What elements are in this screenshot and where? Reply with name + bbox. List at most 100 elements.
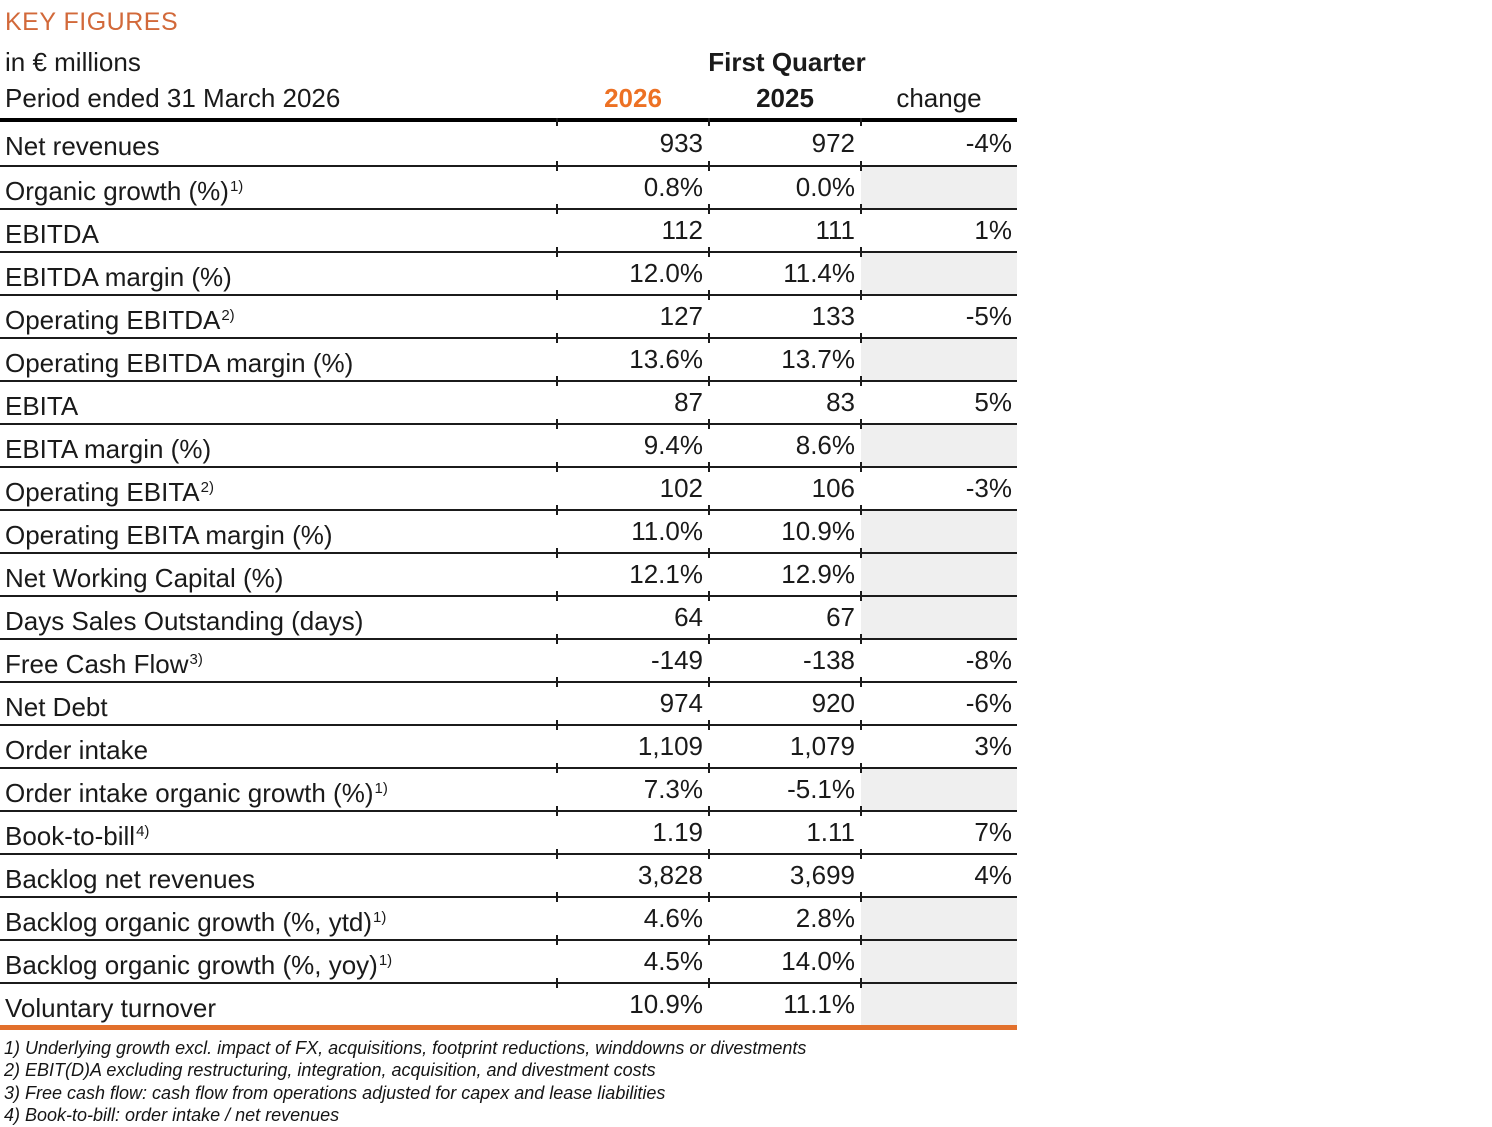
table-row-organic-growth: Organic growth (%)1) 0.8% 0.0% [0,161,1017,208]
value-2026: 11.0% [556,505,709,552]
value-2025: -138 [708,634,861,681]
value-2025: 12.9% [708,548,861,595]
value-change [860,763,1017,810]
table-row-net-debt: Net Debt 974 920 -6% [0,677,1017,724]
row-label: Free Cash Flow3) [5,649,203,679]
table-row-ebitda: EBITDA 112 111 1% [0,204,1017,251]
footnote-4: 4) Book-to-bill: order intake / net reve… [4,1105,340,1126]
column-header-change: change [896,83,982,113]
value-2026: 102 [556,462,709,509]
value-change [860,161,1017,208]
footnote-3: 3) Free cash flow: cash flow from operat… [4,1082,666,1103]
table-body: Net revenues 933 972 -4% Organic growth (%)… [0,118,1017,1030]
row-label: Backlog organic growth (%, ytd)1) [5,907,387,937]
value-2025: 1,079 [708,720,861,767]
row-label: Days Sales Outstanding (days) [5,606,364,636]
value-change: -3% [860,462,1017,509]
footnote-2: 2) EBIT(D)A excluding restructuring, int… [4,1060,656,1081]
value-2026: 4.6% [556,892,709,939]
row-label: Net Debt [5,692,108,722]
quarter-header: First Quarter [708,47,866,77]
value-change: 1% [860,204,1017,251]
value-change [860,548,1017,595]
value-change: -5% [860,290,1017,337]
value-change [860,892,1017,939]
row-label: Net revenues [5,131,160,161]
value-2026: 3,828 [556,849,709,896]
value-2026: 1.19 [556,806,709,853]
value-2025: 1.11 [708,806,861,853]
value-2026: 4.5% [556,935,709,982]
value-change [860,505,1017,552]
value-change: -8% [860,634,1017,681]
row-label: Order intake [5,735,149,765]
table-row-operating-ebita-margin: Operating EBITA margin (%) 11.0% 10.9% [0,505,1017,552]
row-label: EBITDA [5,219,99,249]
value-2026: -149 [556,634,709,681]
value-2026: 0.8% [556,161,709,208]
value-2025: 11.1% [708,978,861,1025]
value-2025: 972 [708,118,861,165]
value-change [860,978,1017,1025]
table-row-free-cash-flow: Free Cash Flow3) -149 -138 -8% [0,634,1017,681]
row-label: Operating EBITDA2) [5,305,235,335]
value-2026: 127 [556,290,709,337]
value-2025: -5.1% [708,763,861,810]
column-header-2026: 2026 [604,83,662,113]
value-2025: 920 [708,677,861,724]
value-2026: 112 [556,204,709,251]
row-label: Operating EBITA margin (%) [5,520,333,550]
value-2025: 14.0% [708,935,861,982]
value-2026: 12.1% [556,548,709,595]
table-row-operating-ebitda-margin: Operating EBITDA margin (%) 13.6% 13.7% [0,333,1017,380]
row-label: EBITA margin (%) [5,434,212,464]
table-row-order-intake: Order intake 1,109 1,079 3% [0,720,1017,767]
value-2025: 133 [708,290,861,337]
row-label: Backlog net revenues [5,864,256,894]
value-2026: 12.0% [556,247,709,294]
footnotes: 1) Underlying growth excl. impact of FX,… [0,1037,1017,1127]
footnote-1: 1) Underlying growth excl. impact of FX,… [4,1038,807,1058]
table-row-net-revenues: Net revenues 933 972 -4% [0,118,1017,165]
value-change [860,935,1017,982]
row-label: Book-to-bill4) [5,821,150,851]
row-label: EBITDA margin (%) [5,262,232,292]
value-2026: 974 [556,677,709,724]
value-2026: 13.6% [556,333,709,380]
value-change [860,333,1017,380]
value-change: 3% [860,720,1017,767]
value-2025: 13.7% [708,333,861,380]
row-label: Order intake organic growth (%)1) [5,778,388,808]
value-2025: 8.6% [708,419,861,466]
value-2025: 0.0% [708,161,861,208]
table-row-operating-ebitda: Operating EBITDA2) 127 133 -5% [0,290,1017,337]
value-2025: 111 [708,204,861,251]
row-label: Net Working Capital (%) [5,563,284,593]
value-change: -4% [860,118,1017,165]
value-2026: 1,109 [556,720,709,767]
row-label: Backlog organic growth (%, yoy)1) [5,950,393,980]
row-label: EBITA [5,391,79,421]
row-label: Operating EBITA2) [5,477,214,507]
table-row-backlog-organic-growth-ytd: Backlog organic growth (%, ytd)1) 4.6% 2.8… [0,892,1017,939]
value-2025: 3,699 [708,849,861,896]
page-title: KEY FIGURES [5,8,179,36]
value-2025: 2.8% [708,892,861,939]
period-label: Period ended 31 March 2026 [5,83,341,113]
value-2026: 7.3% [556,763,709,810]
value-2025: 106 [708,462,861,509]
value-2025: 67 [708,591,861,638]
value-change [860,419,1017,466]
unit-label: in € millions [5,47,141,77]
value-2025: 10.9% [708,505,861,552]
row-label: Organic growth (%)1) [5,176,244,206]
table-row-backlog-net-revenues: Backlog net revenues 3,828 3,699 4% [0,849,1017,896]
table-row-order-intake-organic-growth: Order intake organic growth (%)1) 7.3% -5.… [0,763,1017,810]
table-row-backlog-organic-growth-yoy: Backlog organic growth (%, yoy)1) 4.5% 14.… [0,935,1017,982]
value-change: -6% [860,677,1017,724]
value-change: 4% [860,849,1017,896]
table-row-operating-ebita: Operating EBITA2) 102 106 -3% [0,462,1017,509]
value-2026: 9.4% [556,419,709,466]
value-2026: 10.9% [556,978,709,1025]
table-row-net-working-capital: Net Working Capital (%) 12.1% 12.9% [0,548,1017,595]
